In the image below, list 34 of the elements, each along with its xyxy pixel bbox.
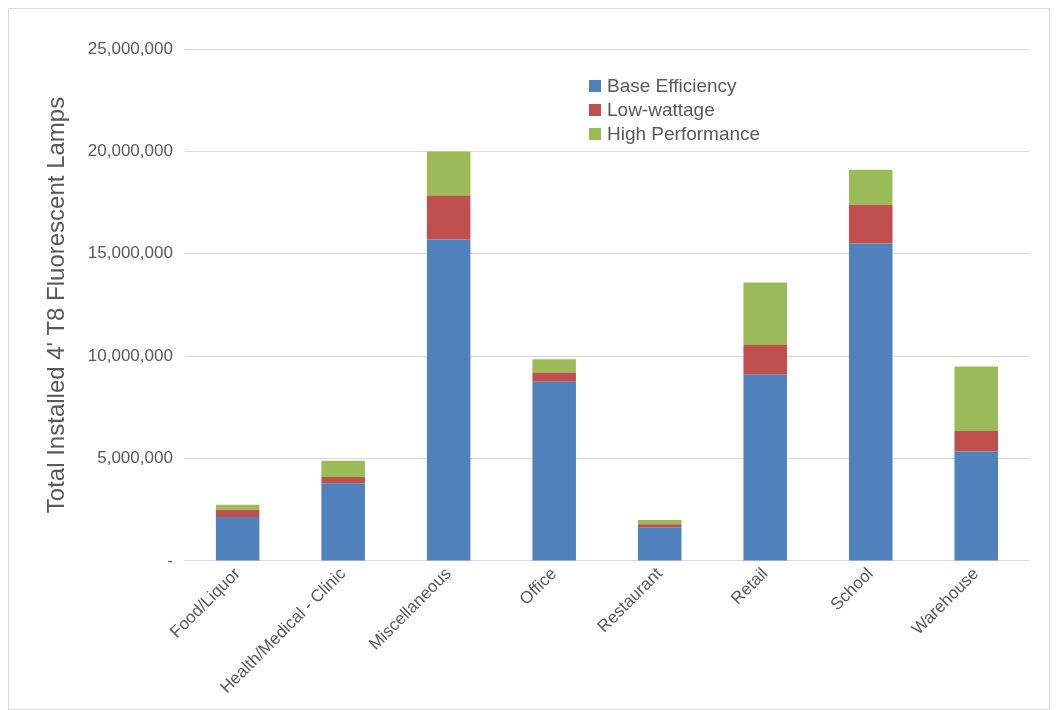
bar bbox=[848, 243, 893, 561]
legend-label: Low-wattage bbox=[607, 99, 715, 121]
bar bbox=[532, 381, 576, 561]
bar bbox=[954, 451, 999, 561]
bar bbox=[743, 374, 787, 561]
bar bbox=[426, 239, 471, 561]
y-tick-label: 10,000,000 bbox=[87, 345, 173, 365]
bar bbox=[848, 204, 893, 244]
y-tick-label: 25,000,000 bbox=[87, 38, 173, 58]
bar bbox=[637, 524, 682, 528]
bar bbox=[637, 527, 682, 561]
bar bbox=[848, 169, 893, 205]
bar bbox=[215, 509, 260, 517]
bar bbox=[954, 366, 999, 431]
bar bbox=[215, 516, 260, 561]
y-axis-title: Total Installed 4' T8 Fluorescent Lamps bbox=[42, 96, 70, 514]
bar bbox=[954, 430, 999, 452]
legend-label: Base Efficiency bbox=[607, 75, 737, 97]
bar bbox=[215, 504, 260, 510]
y-tick-label: 15,000,000 bbox=[87, 243, 173, 263]
bar bbox=[426, 195, 471, 240]
bar bbox=[321, 460, 365, 478]
bar bbox=[743, 344, 787, 375]
bar bbox=[321, 477, 365, 484]
y-tick-label: - bbox=[167, 550, 173, 570]
bar bbox=[743, 282, 787, 345]
bar bbox=[321, 483, 365, 561]
y-tick-label: 5,000,000 bbox=[97, 448, 173, 468]
bar bbox=[426, 151, 471, 196]
bar bbox=[637, 520, 682, 525]
y-tick-label: 20,000,000 bbox=[87, 141, 173, 161]
bar bbox=[532, 359, 576, 373]
bar bbox=[532, 372, 576, 382]
legend-label: High Performance bbox=[607, 123, 761, 145]
